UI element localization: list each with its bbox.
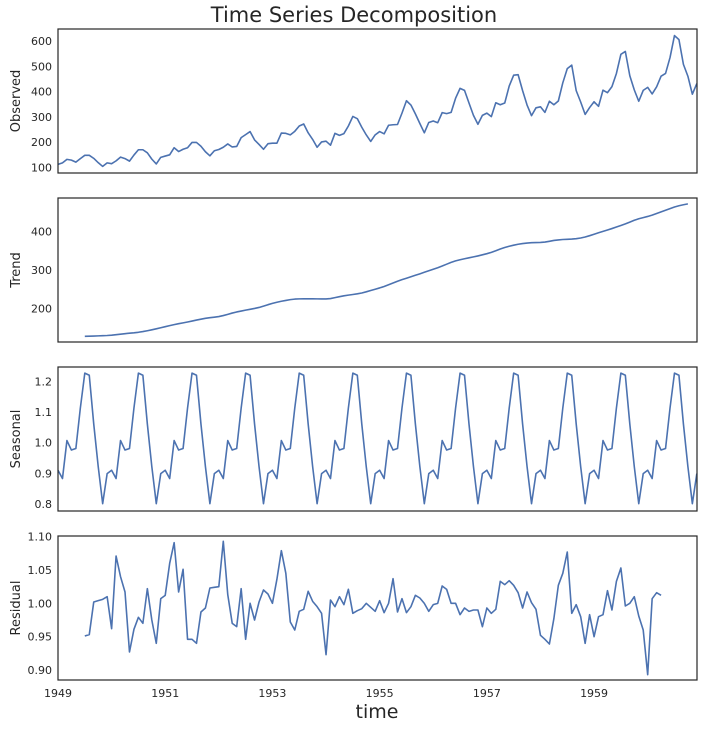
x-tick-label: 1949 xyxy=(44,687,72,700)
x-tick-label: 1959 xyxy=(580,687,608,700)
observed-y-tick-label: 300 xyxy=(31,111,52,124)
x-tick-label: 1951 xyxy=(151,687,179,700)
x-tick-label: 1955 xyxy=(366,687,394,700)
panel-trend: 200 300 400 Trend xyxy=(9,197,698,343)
observed-y-tick-label: 100 xyxy=(31,161,52,174)
observed-y-tick-label: 200 xyxy=(31,136,52,149)
seasonal-axes-frame xyxy=(57,366,698,512)
x-tick-label: 1953 xyxy=(258,687,286,700)
trend-axes-frame xyxy=(57,197,698,343)
residual-y-axis-label: Residual xyxy=(9,581,24,636)
seasonal-y-axis-label: Seasonal xyxy=(9,410,24,469)
panel-seasonal: 0.8 0.9 1.0 1.1 1.2 Seasonal xyxy=(9,366,698,512)
seasonal-y-tick-label: 1.2 xyxy=(35,375,53,388)
residual-y-tick-label: 0.90 xyxy=(28,664,53,677)
panel-residual: 0.90 0.95 1.00 1.05 1.10 Residual 1949 1951 1953… xyxy=(9,531,698,700)
seasonal-y-tick-label: 0.8 xyxy=(35,498,53,511)
seasonal-y-tick-label: 0.9 xyxy=(35,467,53,480)
panels-group: 100 200 300 400 500 600 Observed 200 300 400 Trend… xyxy=(9,28,698,700)
trend-series-line xyxy=(84,203,689,338)
seasonal-y-tick-label: 1.0 xyxy=(35,437,53,450)
panel-observed: 100 200 300 400 500 600 Observed xyxy=(9,28,698,174)
trend-y-tick-label: 400 xyxy=(31,226,52,239)
residual-axes-frame xyxy=(57,535,698,681)
observed-axes-frame xyxy=(57,28,698,174)
trend-y-axis-label: Trend xyxy=(9,252,24,289)
residual-series-line xyxy=(84,540,662,676)
chart-title: Time Series Decomposition xyxy=(210,3,497,27)
x-tick-label: 1957 xyxy=(473,687,501,700)
observed-y-tick-label: 400 xyxy=(31,86,52,99)
observed-y-axis-label: Observed xyxy=(9,70,24,133)
observed-y-tick-label: 600 xyxy=(31,35,52,48)
seasonal-y-tick-label: 1.1 xyxy=(35,406,53,419)
x-axis-label: time xyxy=(356,701,399,723)
residual-y-tick-label: 1.00 xyxy=(28,597,53,610)
trend-y-tick-label: 200 xyxy=(31,302,52,315)
residual-y-tick-label: 0.95 xyxy=(28,631,53,644)
seasonal-series-line xyxy=(57,372,698,505)
observed-y-tick-label: 500 xyxy=(31,60,52,73)
observed-series-line xyxy=(57,34,698,168)
residual-y-tick-label: 1.05 xyxy=(28,564,53,577)
trend-y-tick-label: 300 xyxy=(31,264,52,277)
residual-y-tick-label: 1.10 xyxy=(28,531,53,544)
